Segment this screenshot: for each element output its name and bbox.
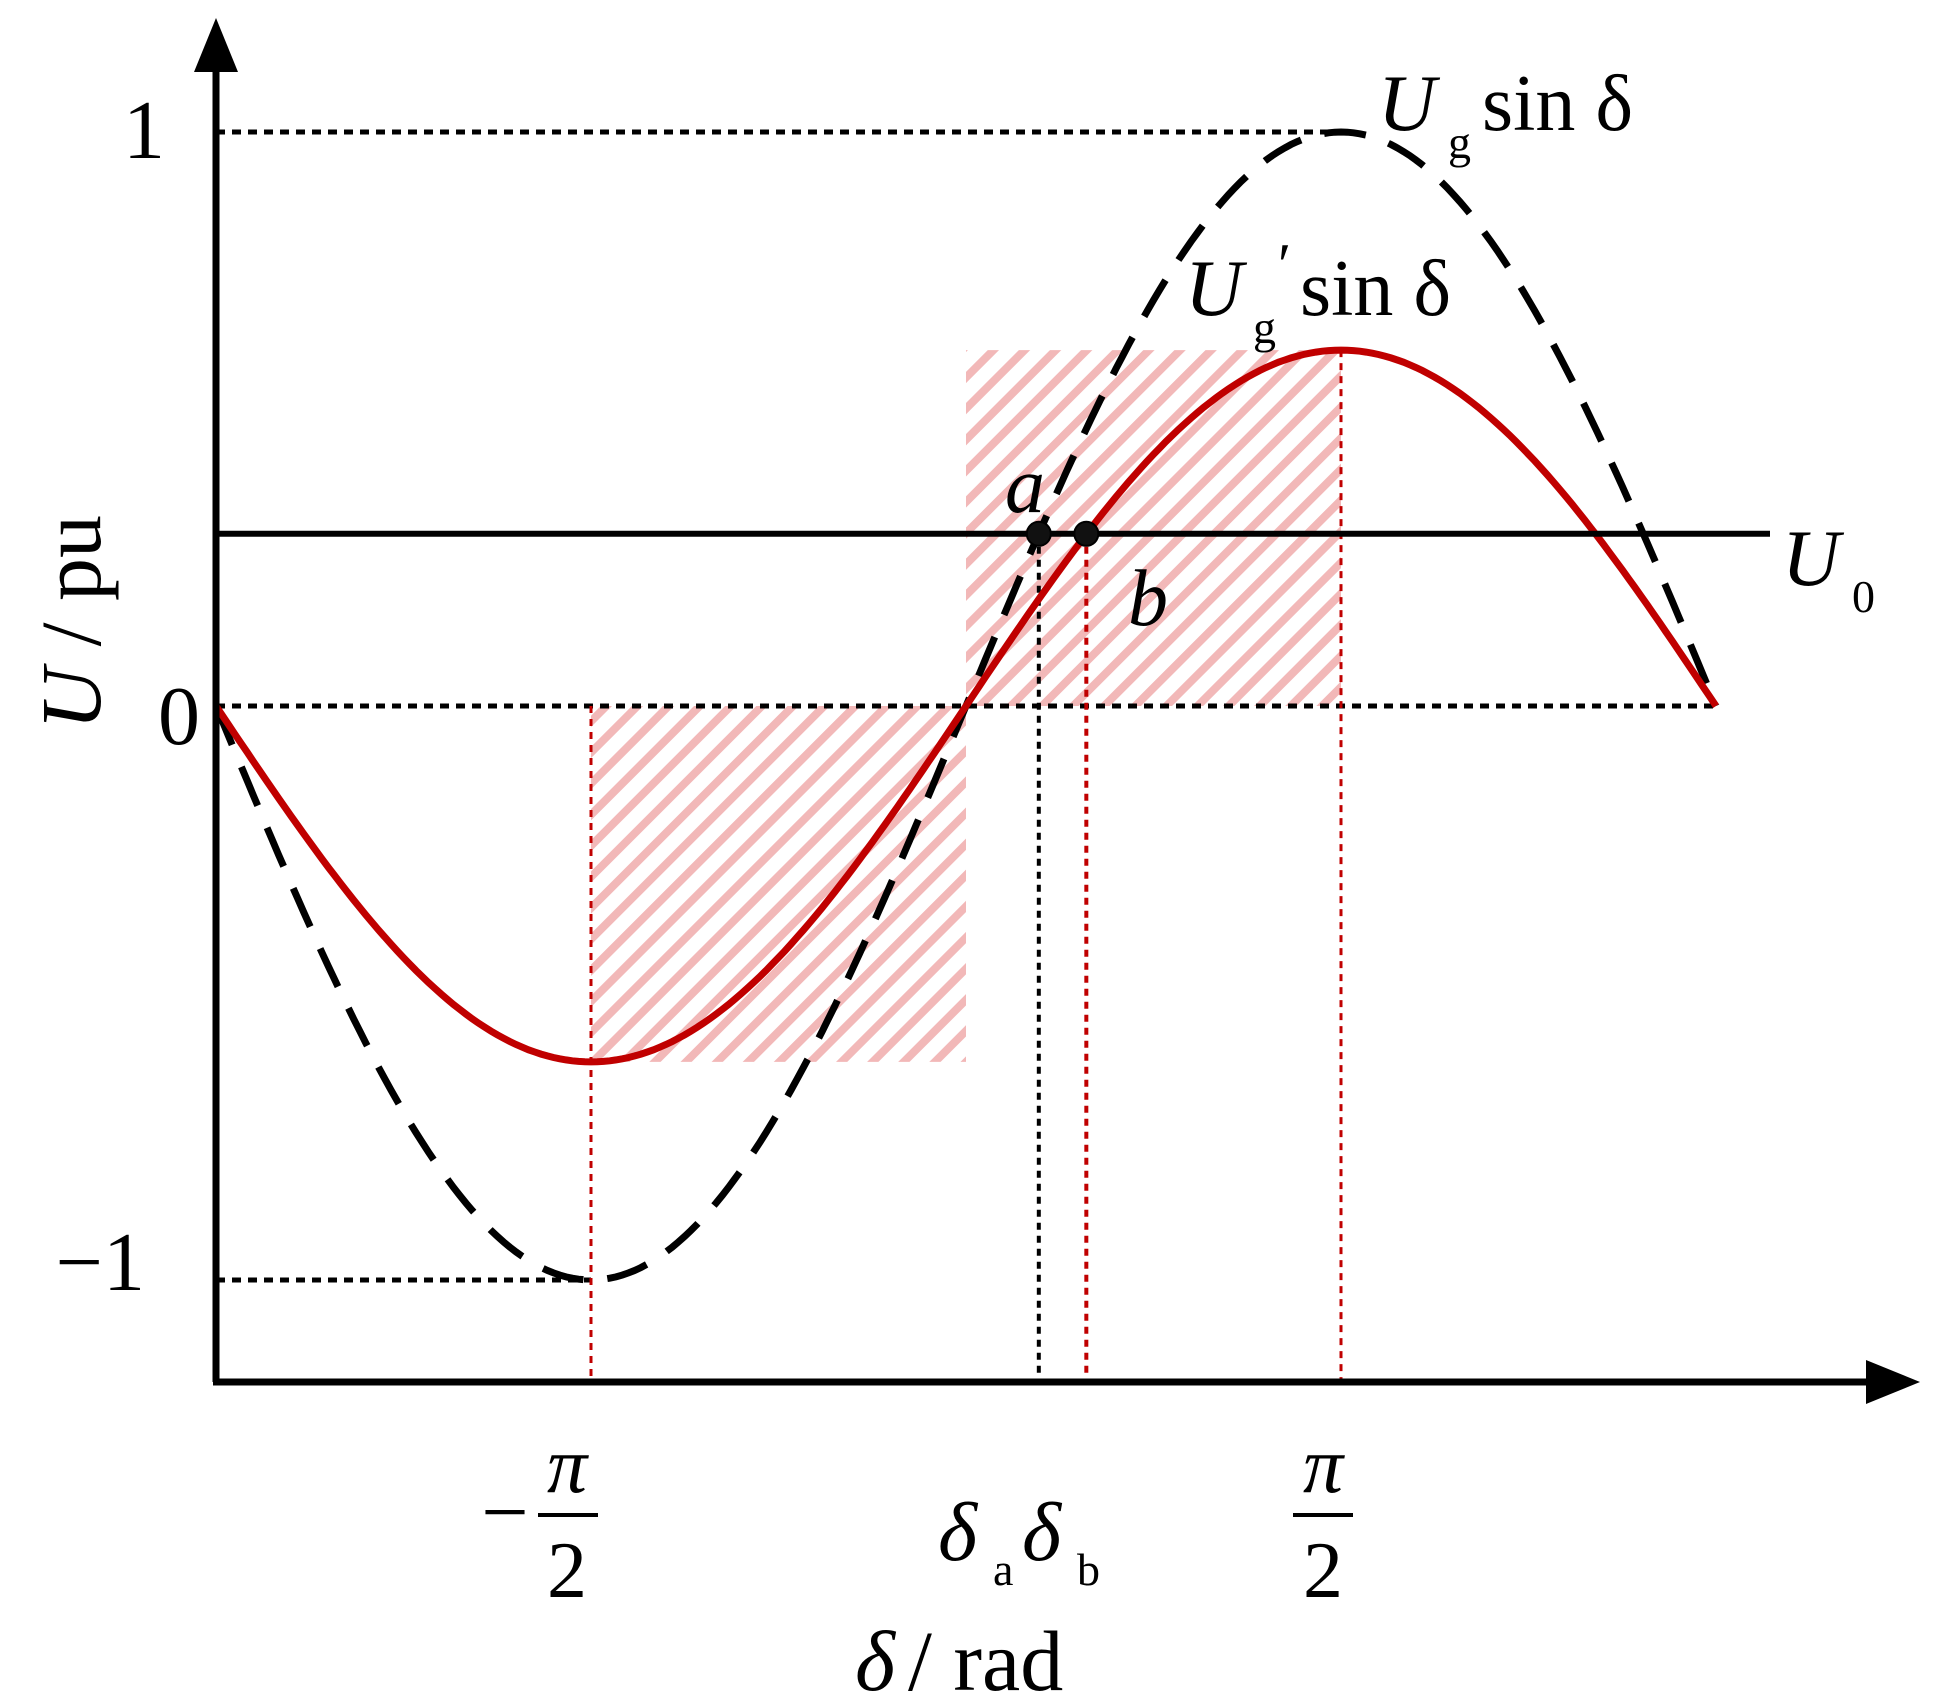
y-axis-arrow [194, 18, 238, 72]
x-axis-title: δ / rad [855, 1613, 1063, 1705]
series-layer [212, 128, 1770, 1284]
series-label-ug: U g sin δ [1378, 60, 1633, 168]
guide-lines [216, 129, 1716, 1382]
x-tick-sign: − [481, 1466, 528, 1559]
x-marker-sub-b: b [1077, 1544, 1100, 1595]
shaded-regions [591, 350, 1341, 1062]
point-label-b: b [1128, 555, 1168, 643]
point-label-a: a [1005, 442, 1045, 530]
x-marker-label-delta-b: δ [1022, 1486, 1063, 1579]
y-axis-title-unit: / pu [23, 515, 119, 668]
y-tick-label-1: 1 [123, 84, 165, 177]
x-tick-denominator: 2 [547, 1527, 587, 1615]
series-label-ug-sub: g [1448, 117, 1471, 168]
point-a [1025, 520, 1052, 547]
y-axis-title-symbol: U [23, 663, 119, 730]
x-axis-title-symbol: δ [855, 1613, 897, 1705]
x-marker-sub-a: a [993, 1544, 1013, 1595]
points-layer [1025, 520, 1100, 547]
series-label-u0-sub: 0 [1852, 571, 1875, 622]
axes [194, 18, 1920, 1404]
y-axis-title-text: U / pu [23, 515, 119, 730]
series-ugp-sin-delta [213, 346, 1719, 1066]
x-axis-arrow [1866, 1360, 1920, 1404]
series-label-u0-main: U [1782, 515, 1845, 603]
series-label-ug-tail: sin δ [1482, 60, 1633, 148]
series-label-ugp-sub: g [1253, 302, 1276, 353]
series-label-u0: U 0 [1782, 515, 1875, 622]
y-tick-label-minus-1: −1 [56, 1216, 145, 1309]
point-b [1073, 520, 1100, 547]
x-tick-denominator: 2 [1303, 1527, 1343, 1615]
x-tick-pi-over-2: π 2 [1293, 1422, 1353, 1615]
series-label-ugp: U g ′ sin δ [1185, 232, 1451, 353]
x-tick-numerator: π [547, 1422, 589, 1510]
x-tick-minus-pi-over-2: − π 2 [481, 1422, 598, 1615]
x-marker-label-delta-a: δ [938, 1486, 979, 1579]
shaded-region-1 [591, 706, 966, 1062]
x-tick-numerator: π [1303, 1422, 1345, 1510]
series-label-ugp-tail: sin δ [1300, 245, 1451, 333]
series-label-ugp-prime: ′ [1278, 232, 1291, 298]
y-tick-label-0: 0 [158, 670, 200, 763]
y-axis-title: U / pu [23, 515, 119, 730]
series-label-ug-main: U [1378, 60, 1441, 148]
x-axis-title-unit: / rad [908, 1613, 1063, 1705]
series-label-ugp-main: U [1185, 245, 1248, 333]
